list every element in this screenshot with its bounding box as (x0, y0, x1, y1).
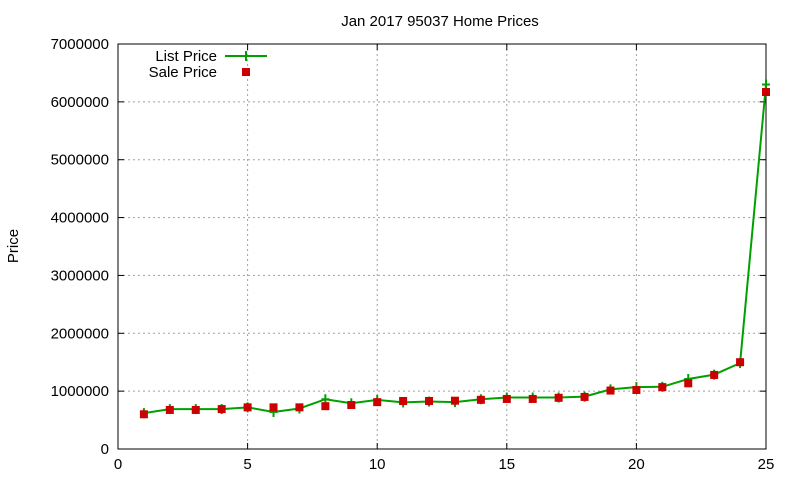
x-tick-label: 5 (243, 456, 251, 473)
sale-price-point (399, 396, 408, 405)
sale-price-point (528, 394, 537, 403)
series-layer (139, 79, 770, 419)
sale-price-point (684, 379, 693, 388)
x-tick-label: 15 (498, 456, 515, 473)
sale-price-point (658, 383, 667, 392)
sale-price-point (450, 396, 459, 405)
y-tick-label: 3000000 (51, 267, 109, 284)
list-price-point (762, 79, 770, 90)
list-price-line (143, 84, 767, 415)
sale-price-point (606, 386, 615, 395)
legend-label-sale-price: Sale Price (149, 64, 217, 81)
y-tick-label: 0 (101, 441, 109, 458)
grid (118, 44, 766, 449)
sale-price-point (347, 401, 356, 410)
x-tick-label: 25 (758, 456, 775, 473)
sale-price-point (269, 403, 278, 412)
x-tick-label: 0 (114, 456, 122, 473)
sale-price-point (554, 393, 563, 402)
legend-label-list-price: List Price (155, 48, 217, 65)
y-tick-label: 1000000 (51, 383, 109, 400)
y-tick-label: 6000000 (51, 94, 109, 111)
plot-border (117, 43, 767, 450)
y-tick-label: 4000000 (51, 210, 109, 227)
sale-price-point (425, 396, 434, 405)
y-axis-label: Price (5, 229, 22, 263)
sale-price-point (476, 395, 485, 404)
sale-price-point (165, 405, 174, 414)
sale-price-point (243, 403, 252, 412)
y-tick-label: 2000000 (51, 325, 109, 342)
sale-price-point (217, 405, 226, 414)
y-tick-label: 5000000 (51, 152, 109, 169)
legend-marker-sale-price (242, 68, 250, 76)
legend: List Price Sale Price (149, 48, 267, 81)
x-tick-label: 10 (369, 456, 386, 473)
sale-price-point (710, 370, 719, 379)
sale-price-point (502, 394, 511, 403)
axes: 0 5 10 15 20 25 0 1000000 2000000 3000000 4000000 5… (51, 36, 775, 473)
sale-price-point (736, 358, 745, 367)
sale-price-point (295, 403, 304, 412)
sale-price-point (139, 410, 148, 419)
sale-price-point (321, 402, 330, 411)
sale-price-point (373, 398, 382, 407)
x-tick-label: 20 (628, 456, 645, 473)
sale-price-point (762, 88, 770, 97)
sale-price-point (580, 392, 589, 401)
chart-title: Jan 2017 95037 Home Prices (341, 13, 539, 30)
y-tick-label: 7000000 (51, 36, 109, 53)
sale-price-point (191, 405, 200, 414)
sale-price-point (632, 385, 641, 394)
